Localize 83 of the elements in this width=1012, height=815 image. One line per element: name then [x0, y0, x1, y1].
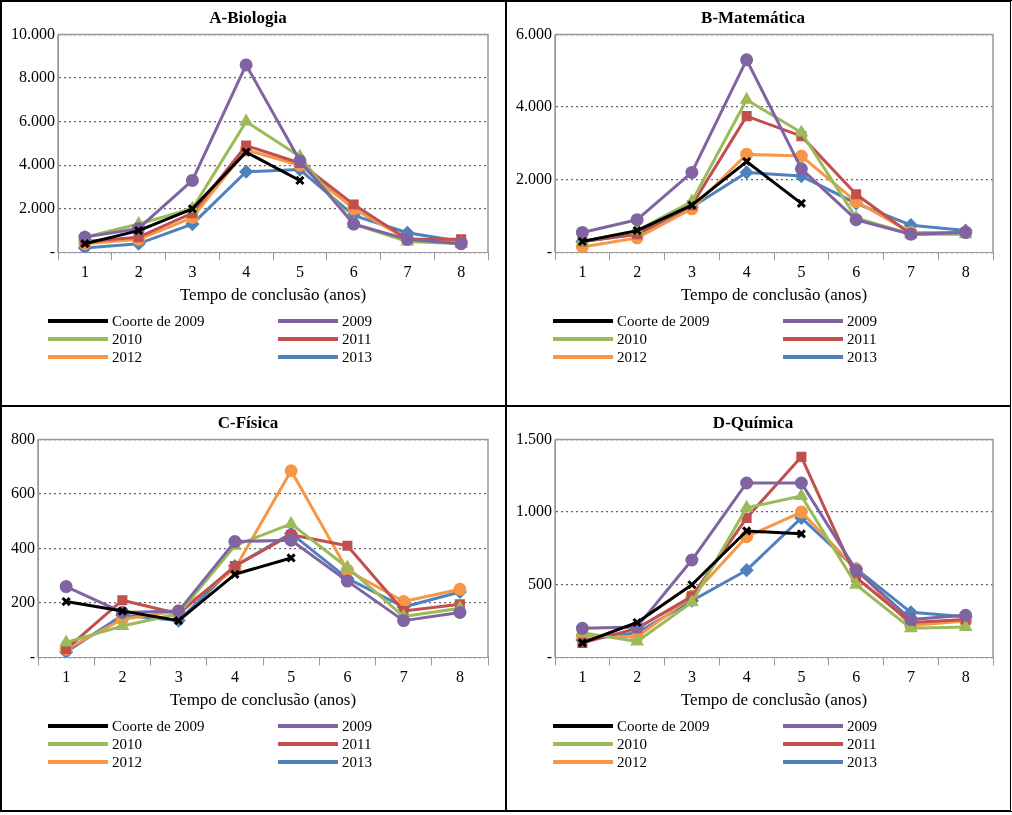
y-tick-label: 4.000 — [19, 155, 55, 173]
x-tick-label: 1 — [578, 263, 587, 281]
x-tick-label: 8 — [961, 668, 970, 686]
x-axis-title: Tempo de conclusão (anos) — [680, 285, 868, 305]
legend-label: Coorte de 2009 — [112, 312, 205, 330]
x-tick-label: 4 — [242, 263, 251, 281]
legend-label: 2012 — [112, 753, 142, 771]
x-tick-label: 6 — [852, 263, 861, 281]
chart-title: B-Matemática — [701, 7, 806, 27]
legend-label: Coorte de 2009 — [617, 717, 710, 735]
x-axis-title: Tempo de conclusão (anos) — [179, 285, 367, 305]
y-tick-label: 600 — [11, 484, 35, 502]
legend-label: 2011 — [847, 330, 877, 348]
y-tick-label: 2.000 — [19, 199, 55, 216]
chart-title: A-Biologia — [209, 7, 288, 27]
x-tick-label: 7 — [403, 263, 412, 281]
x-tick-label: 5 — [287, 668, 296, 686]
y-tick-label: 6.000 — [19, 111, 55, 129]
x-tick-label: 2 — [118, 668, 127, 686]
x-tick-label: 6 — [852, 668, 861, 686]
y-tick-label: 4.000 — [516, 97, 552, 115]
y-tick-label: 200 — [11, 593, 35, 611]
legend-label: Coorte de 2009 — [112, 717, 205, 735]
x-tick-label: 1 — [578, 668, 587, 686]
x-tick-label: 3 — [687, 263, 696, 281]
legend-label: 2013 — [342, 348, 372, 366]
legend-label: 2010 — [617, 330, 647, 348]
x-axis-title: Tempo de conclusão (anos) — [680, 690, 868, 710]
legend-label: 2011 — [847, 735, 877, 753]
legend-label: 2010 — [112, 330, 142, 348]
chart-title: C-Física — [217, 412, 279, 432]
x-tick-label: 6 — [349, 263, 358, 281]
x-tick-label: 1 — [80, 263, 89, 281]
x-tick-label: 3 — [188, 263, 197, 281]
legend-label: 2012 — [617, 753, 647, 771]
x-tick-label: 2 — [134, 263, 143, 281]
x-tick-label: 3 — [174, 668, 183, 686]
y-tick-label: 800 — [11, 429, 35, 447]
x-tick-label: 2 — [633, 263, 642, 281]
x-tick-label: 8 — [455, 668, 464, 686]
x-tick-label: 8 — [961, 263, 970, 281]
legend-label: 2013 — [847, 753, 877, 771]
legend-label: 2009 — [342, 312, 372, 330]
legend-label: 2009 — [342, 717, 372, 735]
legend-label: 2011 — [342, 735, 372, 753]
chart-title: D-Química — [712, 412, 794, 432]
x-axis-title: Tempo de conclusão (anos) — [169, 690, 357, 710]
y-tick-label: 10.000 — [11, 24, 55, 42]
y-tick-label: 6.000 — [516, 24, 552, 42]
legend-label: 2013 — [847, 348, 877, 366]
y-tick-label: 8.000 — [19, 68, 55, 86]
y-tick-label: 500 — [528, 574, 552, 592]
x-tick-label: 4 — [742, 263, 751, 281]
y-tick-label: - — [546, 647, 552, 665]
x-tick-label: 8 — [457, 263, 466, 281]
x-tick-label: 5 — [295, 263, 304, 281]
x-tick-label: 4 — [230, 668, 239, 686]
legend-label: 2012 — [617, 348, 647, 366]
legend-label: 2013 — [342, 753, 372, 771]
legend-label: 2010 — [112, 735, 142, 753]
legend-label: 2012 — [112, 348, 142, 366]
x-tick-label: 7 — [399, 668, 408, 686]
x-tick-label: 7 — [906, 668, 915, 686]
legend-label: 2009 — [847, 312, 877, 330]
x-tick-label: 1 — [62, 668, 71, 686]
y-tick-label: - — [29, 647, 35, 665]
legend-label: 2009 — [847, 717, 877, 735]
y-tick-label: 1.000 — [516, 502, 552, 520]
x-tick-label: 5 — [797, 668, 806, 686]
y-tick-label: - — [49, 242, 55, 260]
y-tick-label: 2.000 — [516, 169, 552, 187]
y-tick-label: 1.500 — [516, 429, 552, 447]
legend-label: Coorte de 2009 — [617, 312, 710, 330]
y-tick-label: 400 — [11, 538, 35, 556]
x-tick-label: 7 — [906, 263, 915, 281]
x-tick-label: 2 — [633, 668, 642, 686]
x-tick-label: 5 — [797, 263, 806, 281]
x-tick-label: 4 — [742, 668, 751, 686]
legend-label: 2011 — [342, 330, 372, 348]
y-tick-label: - — [546, 242, 552, 260]
x-tick-label: 6 — [343, 668, 352, 686]
x-tick-label: 3 — [687, 668, 696, 686]
legend-label: 2010 — [617, 735, 647, 753]
